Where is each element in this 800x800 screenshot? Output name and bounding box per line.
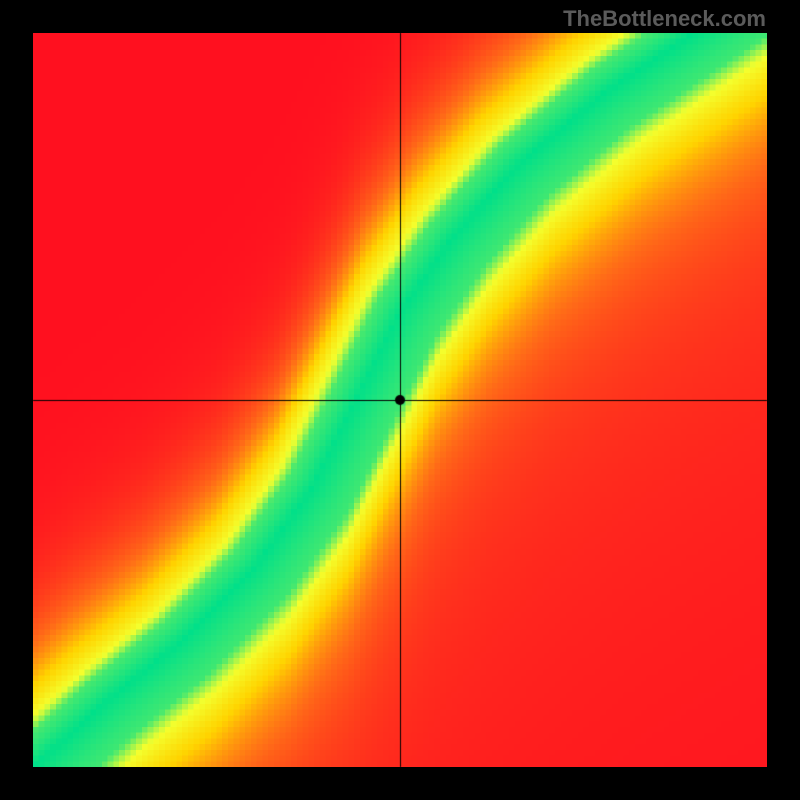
crosshair-overlay: [0, 0, 800, 800]
chart-container: TheBottleneck.com: [0, 0, 800, 800]
watermark-text: TheBottleneck.com: [563, 6, 766, 32]
